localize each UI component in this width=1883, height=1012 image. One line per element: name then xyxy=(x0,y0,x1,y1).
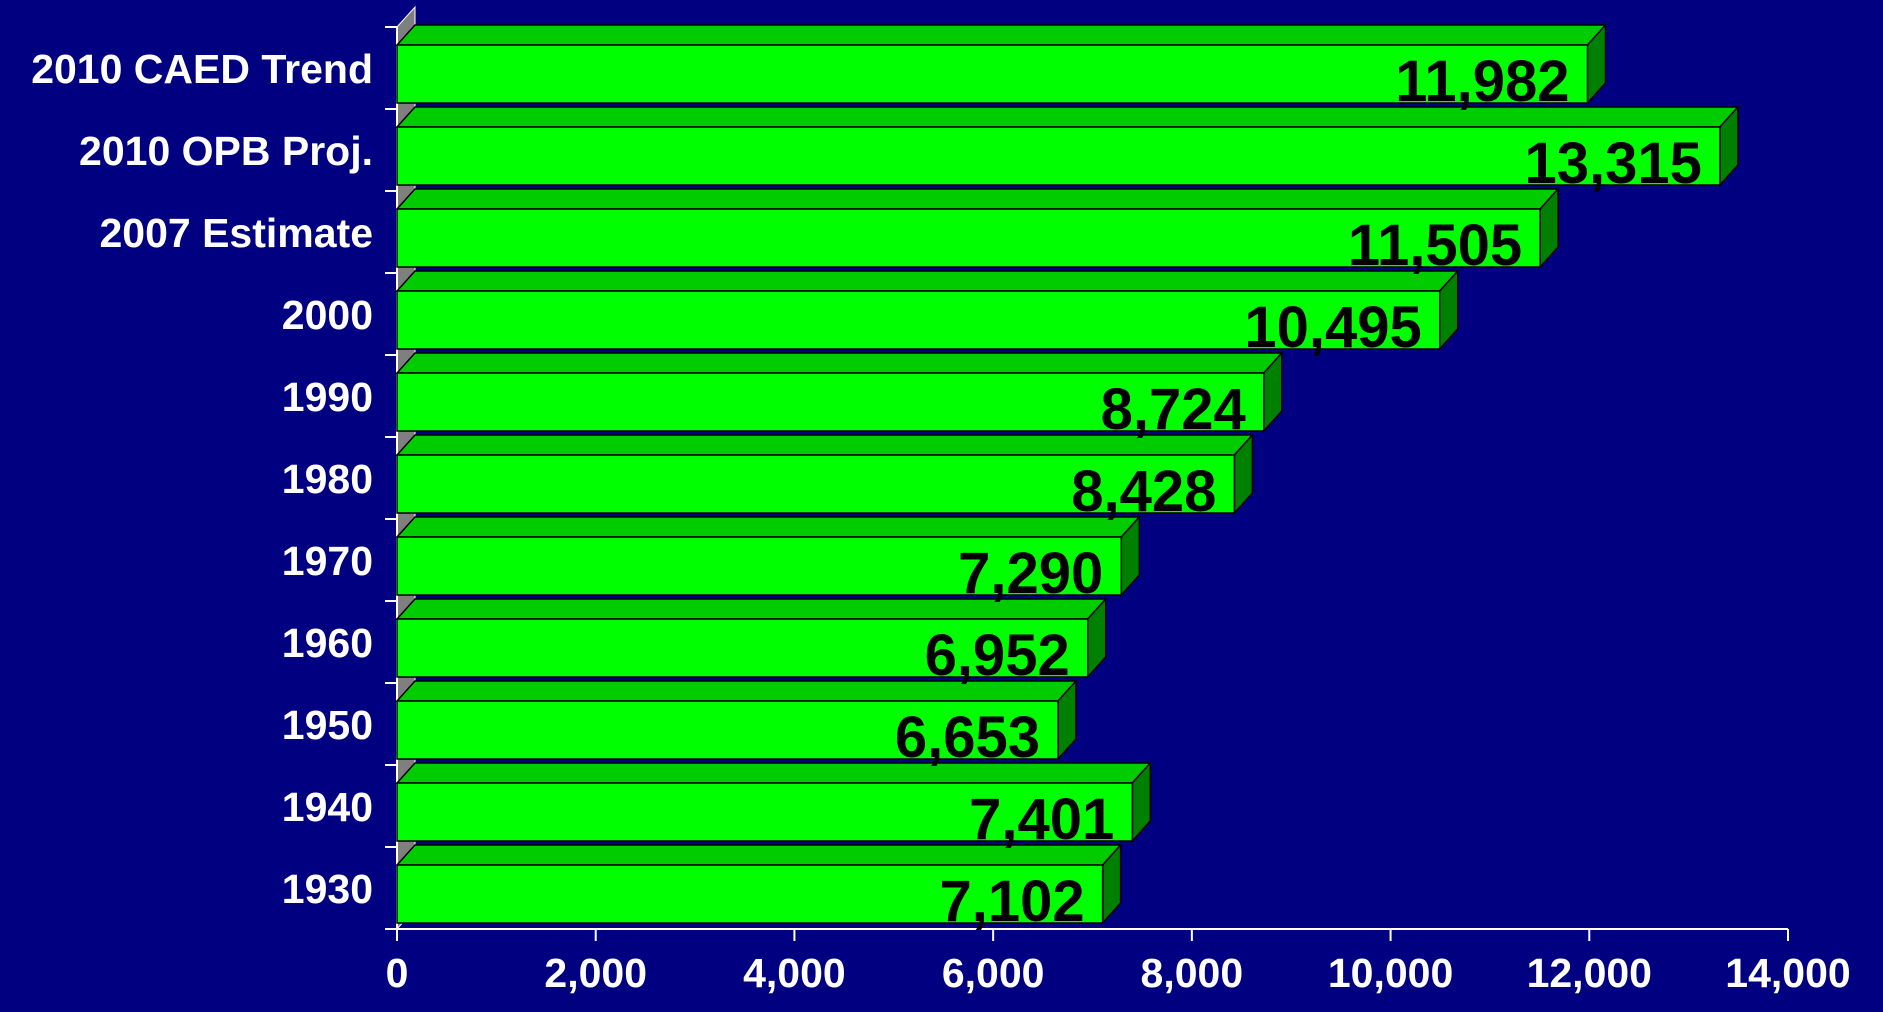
category-label: 2000 xyxy=(282,292,373,338)
category-label: 1940 xyxy=(282,784,373,830)
category-label: 1980 xyxy=(282,456,373,502)
data-label: 7,102 xyxy=(939,869,1084,934)
data-label: 7,401 xyxy=(969,787,1114,852)
data-label: 6,952 xyxy=(925,623,1070,688)
bar-top-face xyxy=(397,353,1282,373)
data-label: 11,505 xyxy=(1348,213,1522,278)
bar-front-face xyxy=(397,127,1720,185)
category-label: 1970 xyxy=(282,538,373,584)
bar-top-face xyxy=(397,189,1558,209)
category-label: 1950 xyxy=(282,702,373,748)
data-label: 6,653 xyxy=(895,705,1040,770)
x-tick-label: 2,000 xyxy=(544,950,647,996)
data-label: 8,428 xyxy=(1071,459,1216,524)
x-tick-label: 6,000 xyxy=(942,950,1045,996)
data-label: 8,724 xyxy=(1101,377,1246,442)
x-tick-label: 0 xyxy=(386,950,409,996)
x-tick-label: 4,000 xyxy=(743,950,846,996)
category-label: 2010 CAED Trend xyxy=(31,46,373,92)
category-label: 2010 OPB Proj. xyxy=(79,128,373,174)
x-tick-label: 8,000 xyxy=(1141,950,1244,996)
data-label: 13,315 xyxy=(1525,131,1702,196)
category-label: 2007 Estimate xyxy=(99,210,373,256)
bar-top-face xyxy=(397,25,1605,45)
data-label: 7,290 xyxy=(958,541,1103,606)
category-label: 1930 xyxy=(282,866,373,912)
data-label: 11,982 xyxy=(1395,49,1569,114)
category-label: 1960 xyxy=(282,620,373,666)
bar-top-face xyxy=(397,517,1139,537)
x-tick-label: 12,000 xyxy=(1527,950,1652,996)
x-tick-label: 10,000 xyxy=(1328,950,1453,996)
data-label: 10,495 xyxy=(1244,295,1421,360)
category-label: 1990 xyxy=(282,374,373,420)
x-tick-label: 14,000 xyxy=(1725,950,1850,996)
bar-top-face xyxy=(397,271,1458,291)
